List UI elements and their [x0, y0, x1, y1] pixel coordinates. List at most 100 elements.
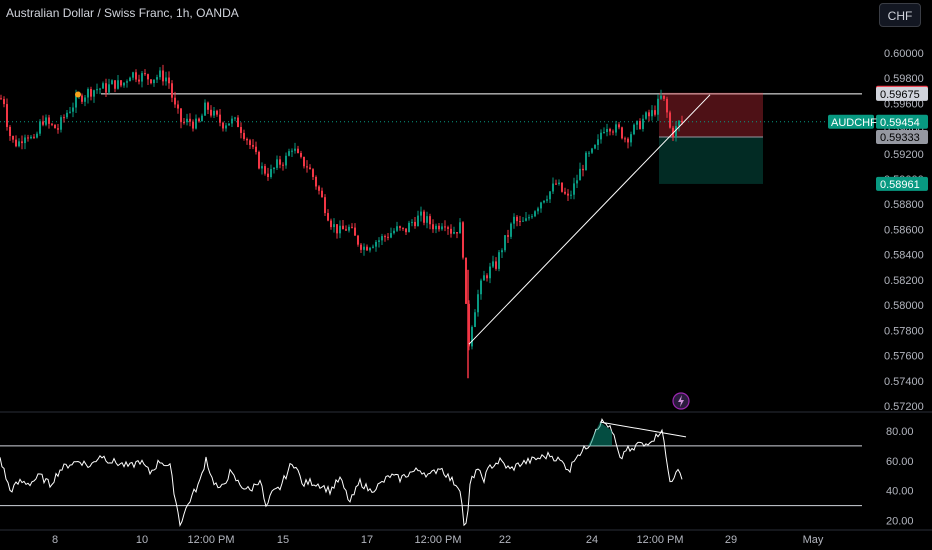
candle-body	[120, 80, 122, 86]
candle-body	[543, 200, 545, 203]
candle-body	[318, 186, 320, 191]
candle-body	[348, 226, 350, 231]
candle-body	[453, 232, 455, 234]
candle-body	[627, 138, 629, 143]
candle-body	[237, 117, 239, 128]
candle-body	[402, 227, 404, 229]
candle-body	[612, 131, 614, 133]
candle-body	[621, 127, 623, 139]
take-profit-zone	[659, 137, 763, 184]
candle-body	[387, 236, 389, 238]
candle-body	[9, 126, 11, 137]
oscillator-line	[0, 418, 683, 528]
candle-body	[204, 102, 206, 116]
candle-body	[294, 148, 296, 151]
candle-body	[234, 117, 236, 119]
candle-body	[369, 247, 371, 251]
candle-body	[15, 139, 17, 147]
candle-body	[474, 312, 476, 327]
candle-body	[669, 112, 671, 128]
oscillator-divergence-line	[599, 421, 687, 438]
candle-body	[441, 226, 443, 230]
candle-body	[438, 225, 440, 230]
candle-body	[177, 104, 179, 109]
candle-body	[249, 140, 251, 146]
candle-body	[567, 193, 569, 196]
candle-body	[63, 117, 65, 119]
candle-body	[630, 134, 632, 143]
price-label-box	[876, 176, 928, 191]
time-axis-tick: 12:00 PM	[636, 534, 683, 546]
candle-body	[150, 79, 152, 84]
candle-body	[324, 197, 326, 214]
candle-body	[576, 180, 578, 184]
candle-body	[609, 128, 611, 132]
candle-body	[573, 183, 575, 195]
candle-body	[540, 202, 542, 209]
candle-body	[207, 102, 209, 110]
time-axis-tick: 24	[586, 534, 598, 546]
candle-body	[393, 230, 395, 234]
time-axis-tick: 17	[361, 534, 373, 546]
candle-body	[111, 80, 113, 85]
candle-body	[102, 83, 104, 89]
candle-body	[459, 222, 461, 234]
candle-body	[465, 257, 467, 304]
candle-body	[486, 275, 488, 279]
candle-body	[468, 303, 470, 347]
candle-body	[423, 211, 425, 223]
candle-body	[429, 216, 431, 225]
candle-body	[165, 77, 167, 82]
candle-body	[636, 120, 638, 125]
time-axis-tick: 22	[499, 534, 511, 546]
candle-body	[33, 136, 35, 138]
candle-body	[48, 117, 50, 124]
candle-body	[186, 118, 188, 123]
candle-body	[144, 73, 146, 75]
candle-body	[114, 80, 116, 89]
candle-body	[447, 227, 449, 229]
chart-title: Australian Dollar / Swiss Franc, 1h, OAN…	[6, 6, 239, 20]
candle-body	[330, 220, 332, 228]
candle-body	[525, 218, 527, 221]
candle-body	[246, 138, 248, 141]
candle-body	[147, 74, 149, 80]
candle-body	[444, 226, 446, 228]
time-axis-tick: 15	[277, 534, 289, 546]
candle-body	[495, 261, 497, 269]
candle-body	[297, 148, 299, 153]
time-axis-tick: 12:00 PM	[187, 534, 234, 546]
candle-body	[519, 221, 521, 223]
candle-body	[354, 227, 356, 236]
price-axis-tick: 0.58800	[884, 199, 924, 211]
candle-body	[654, 110, 656, 115]
candle-body	[492, 261, 494, 267]
candle-body	[558, 182, 560, 185]
candle-body	[603, 131, 605, 133]
currency-button[interactable]: CHF	[879, 3, 921, 27]
candle-body	[390, 233, 392, 238]
candle-body	[345, 229, 347, 231]
candle-body	[312, 169, 314, 177]
candle-body	[30, 136, 32, 139]
price-axis-tick: 0.57200	[884, 401, 924, 413]
candle-body	[87, 89, 89, 98]
oscillator-overbought-fill	[588, 421, 612, 446]
price-label-box	[876, 114, 928, 129]
candle-body	[342, 225, 344, 230]
candle-body	[117, 80, 119, 89]
candle-body	[42, 121, 44, 125]
candle-body	[672, 127, 674, 137]
candle-body	[291, 150, 293, 152]
trendline	[468, 94, 711, 345]
candle-body	[306, 166, 308, 168]
time-axis-tick: May	[803, 534, 824, 546]
price-label-box	[876, 130, 928, 145]
candle-body	[108, 84, 110, 93]
candle-body	[66, 112, 68, 118]
time-axis-tick: 12:00 PM	[414, 534, 461, 546]
candle-body	[183, 122, 185, 124]
candle-body	[420, 211, 422, 216]
candle-body	[258, 151, 260, 169]
